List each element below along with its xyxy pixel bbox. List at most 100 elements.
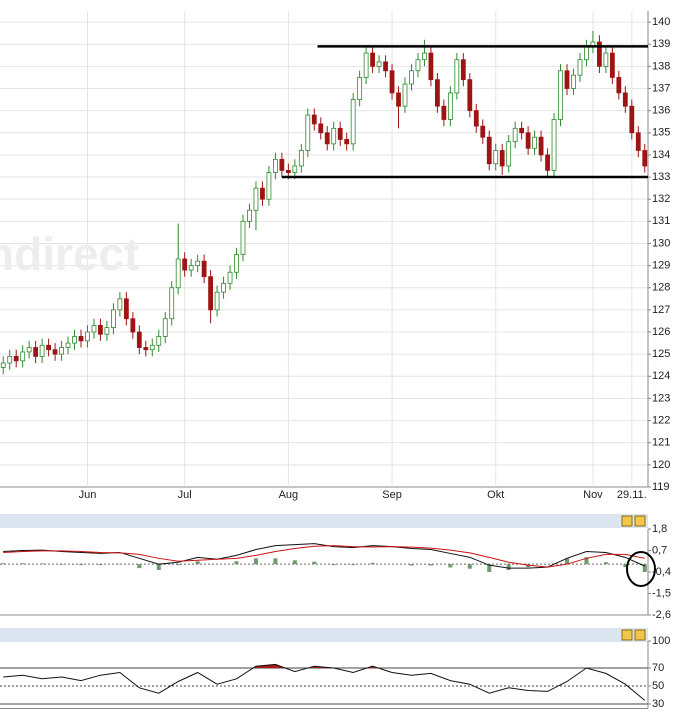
candle-body	[305, 114, 311, 151]
close-button[interactable]	[634, 515, 646, 527]
close-button[interactable]	[634, 629, 646, 641]
candle-body	[227, 271, 233, 284]
x-tick-label: Okt	[487, 489, 504, 501]
y-tick-label: 123	[652, 392, 670, 404]
candle-body	[117, 298, 123, 311]
rsi-header	[0, 628, 648, 642]
candle-body	[499, 150, 505, 167]
rsi-panel: 30 50 70 100	[0, 635, 670, 710]
y-tick-label: 138	[652, 60, 670, 72]
y-tick-label: 120	[652, 459, 670, 471]
histogram-bar	[273, 558, 278, 565]
candle-body	[525, 132, 531, 149]
y-tick-label: 130	[652, 237, 670, 249]
candle-body	[234, 254, 239, 273]
candle-body	[260, 187, 265, 200]
indicator-line	[3, 663, 646, 701]
y-tick-label: 127	[652, 304, 670, 316]
x-tick-label: 29.11.	[617, 489, 647, 501]
y-tick-label: 133	[652, 171, 670, 183]
y-tick-label: 128	[652, 282, 670, 294]
candle-body	[175, 258, 181, 289]
histogram-bar	[234, 561, 239, 565]
histogram-bar	[79, 564, 83, 566]
candle-body	[493, 150, 499, 165]
y-tick-label: 50	[652, 680, 664, 692]
candle-body	[188, 265, 194, 271]
histogram-bar	[623, 564, 628, 568]
candle-body	[480, 125, 486, 138]
candle-body	[512, 127, 518, 143]
candle-body	[357, 77, 363, 100]
candle-body	[616, 77, 622, 94]
candle-body	[65, 342, 71, 348]
candle-body	[415, 59, 421, 72]
x-tick-label: Sep	[382, 489, 402, 501]
candle-body	[195, 260, 201, 267]
candle-body	[46, 344, 51, 351]
y-tick-label: 119	[652, 481, 670, 493]
histogram-bar	[603, 562, 608, 565]
candle-body	[247, 209, 252, 222]
candle-body	[609, 52, 615, 78]
candle-body	[298, 150, 304, 167]
candle-body	[454, 59, 460, 94]
y-tick-label: 131	[652, 215, 670, 227]
candle-body	[434, 79, 440, 107]
y-tick-label: 136	[652, 105, 670, 117]
candle-body	[428, 52, 434, 81]
histogram-bar	[351, 564, 356, 566]
candle-body	[156, 336, 162, 346]
candle-body	[7, 355, 13, 364]
candle-body	[370, 52, 376, 67]
candle-body	[402, 83, 408, 107]
candle-body	[72, 336, 77, 344]
histogram-bar	[584, 557, 589, 565]
histogram-bar	[331, 564, 336, 566]
candle-body	[214, 291, 220, 311]
candle-body	[311, 114, 317, 125]
candle-body	[577, 59, 583, 76]
candle-body	[26, 347, 32, 353]
histogram-bar	[40, 563, 45, 565]
candle-body	[285, 170, 291, 174]
candle-body	[13, 355, 19, 362]
candle-body	[331, 127, 337, 145]
histogram-bar	[137, 564, 142, 569]
x-tick-label: Jul	[178, 489, 192, 501]
histogram-bar	[20, 563, 25, 565]
histogram-bar	[428, 564, 433, 566]
y-tick-label: -2,6	[652, 609, 671, 621]
candle-body	[506, 141, 512, 167]
histogram-bar	[1, 563, 6, 565]
candle-body	[467, 79, 473, 112]
settings-button[interactable]	[621, 629, 633, 641]
candle-body	[538, 136, 544, 156]
candle-body	[272, 158, 278, 174]
candle-body	[253, 187, 259, 211]
histogram-bar	[506, 564, 511, 571]
candle-body	[130, 318, 136, 333]
histogram-bar	[467, 564, 472, 569]
x-tick-label: Nov	[583, 489, 603, 501]
candle-body	[0, 362, 6, 368]
candle-body	[597, 41, 602, 67]
candle-body	[422, 52, 427, 61]
settings-button[interactable]	[621, 515, 633, 527]
candle-body	[221, 282, 226, 293]
candle-body	[376, 61, 382, 67]
candle-body	[59, 347, 64, 355]
x-tick-label: Aug	[279, 489, 299, 501]
candle-body	[635, 132, 641, 151]
y-tick-label: 70	[652, 662, 664, 674]
candle-body	[629, 105, 635, 134]
y-tick-label: 126	[652, 326, 670, 338]
macd-panel: 1,8 0,7 -0,4 -1,5 -2,6	[0, 523, 671, 621]
candle-body	[337, 127, 343, 140]
candle-body	[208, 276, 214, 311]
y-tick-label: 132	[652, 193, 670, 205]
histogram-bar	[59, 564, 64, 565]
candle-body	[396, 92, 401, 107]
candle-body	[551, 119, 557, 171]
